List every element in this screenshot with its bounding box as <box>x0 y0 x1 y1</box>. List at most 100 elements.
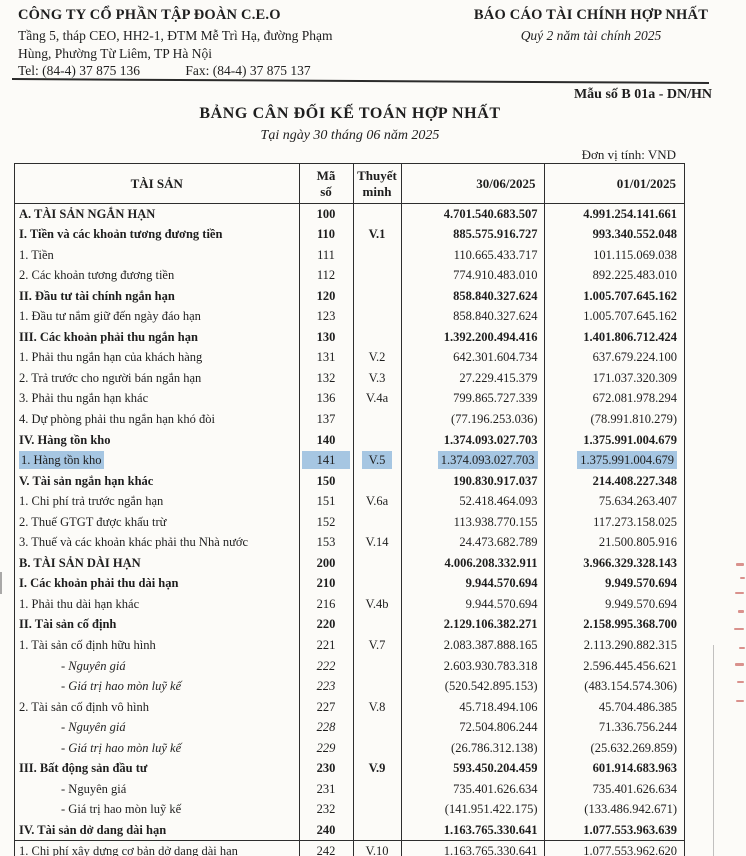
row-note <box>352 799 401 820</box>
row-value-prior: 1.005.707.645.162 <box>543 306 684 327</box>
row-value-current: 190.830.917.037 <box>400 470 544 492</box>
row-value-prior: 892.225.483.010 <box>543 265 684 286</box>
row-value-prior: 637.679.224.100 <box>543 347 684 368</box>
form-number: Mẫu số B 01a - DN/HN <box>573 87 712 102</box>
table-row: B. TÀI SẢN DÀI HẠN 200 4.006.208.332.911 3.… <box>15 552 684 574</box>
table-row: I. Các khoản phải thu dài hạn 210 9.944.57… <box>15 573 684 594</box>
row-code: 137 <box>298 408 353 430</box>
scan-red-mark <box>735 592 744 594</box>
row-value-current: 1.163.765.330.641 <box>400 819 544 841</box>
row-value-prior: (25.632.269.859) <box>543 737 684 759</box>
row-value-current: 1.374.093.027.703 <box>400 429 544 451</box>
row-value-prior: 9.949.570.694 <box>543 573 684 594</box>
row-value-prior: 45.704.486.385 <box>543 696 684 718</box>
row-value-current: 858.840.327.624 <box>400 285 544 307</box>
row-value-prior: 1.375.991.004.679 <box>543 450 684 471</box>
table-row: - Giá trị hao mòn luỹ kế 232 (141.951.422.… <box>15 799 684 820</box>
row-value-current: 593.450.204.459 <box>400 758 544 779</box>
table-row: 1. Đầu tư nắm giữ đến ngày đáo hạn 123 858… <box>15 306 684 327</box>
row-note: V.7 <box>352 634 401 656</box>
row-code: 229 <box>298 737 353 759</box>
row-value-current: 24.473.682.789 <box>400 532 544 553</box>
row-value-prior: 993.340.552.048 <box>543 224 684 245</box>
letterhead-divider <box>11 78 710 85</box>
row-value-current: (77.196.253.036) <box>400 408 544 430</box>
row-code: 221 <box>298 634 353 656</box>
table-row: 2. Tài sản cố định vô hình 227 V.8 45.718.4… <box>15 696 684 718</box>
table-row: 1. Phải thu dài hạn khác 216 V.4b 9.944.570… <box>15 593 684 615</box>
table-row: 1. Chi phí trả trước ngắn hạn 151 V.6a 52.4… <box>15 491 684 512</box>
table-row: IV. Hàng tồn kho 140 1.374.093.027.703 1.37… <box>15 429 684 451</box>
row-note <box>352 676 401 697</box>
row-label: V. Tài sản ngắn hạn khác <box>19 473 154 488</box>
row-label: I. Tiền và các khoản tương đương tiền <box>19 227 223 242</box>
row-value-current: (520.542.895.153) <box>400 676 544 697</box>
company-address-line2: Hùng, Phường Từ Liêm, TP Hà Nội <box>18 46 213 61</box>
company-address-line1: Tầng 5, tháp CEO, HH2-1, ĐTM Mễ Trì Hạ, … <box>18 28 333 43</box>
row-label: - Nguyên giá <box>61 658 126 673</box>
row-code: 136 <box>298 388 353 409</box>
table-row: III. Các khoản phải thu ngắn hạn 130 1.392… <box>15 326 684 348</box>
row-code: 150 <box>298 470 353 492</box>
row-value-current: 858.840.327.624 <box>400 306 544 327</box>
row-label: 2. Các khoản tương đương tiền <box>19 268 175 283</box>
row-note: V.3 <box>352 367 401 389</box>
row-label: - Nguyên giá <box>61 720 126 735</box>
table-row: I. Tiền và các khoản tương đương tiền 110… <box>15 224 684 245</box>
row-note <box>352 717 401 738</box>
company-fax: Fax: (84-4) 37 875 137 <box>185 63 311 78</box>
table-row: - Giá trị hao mòn luỹ kế 223 (520.542.895.… <box>15 676 684 697</box>
header-note: Thuyết minh <box>352 164 401 204</box>
company-tel: Tel: (84-4) 37 875 136 <box>18 63 141 78</box>
row-label: 2. Trả trước cho người bán ngắn hạn <box>19 370 202 385</box>
scan-red-mark <box>736 700 744 702</box>
table-row: 1. Chi phí xây dựng cơ bản dở dang dài h… <box>15 839 684 856</box>
scan-red-mark <box>738 610 744 613</box>
row-value-current: 799.865.727.339 <box>400 388 544 409</box>
table-body: A. TÀI SẢN NGẮN HẠN 100 4.701.540.683.507 4… <box>15 203 684 856</box>
row-code: 210 <box>298 573 353 594</box>
row-note: V.8 <box>352 696 401 718</box>
row-value-prior: 672.081.978.294 <box>543 388 684 409</box>
row-code: 111 <box>298 244 353 266</box>
row-label: 2. Tài sản cố định vô hình <box>19 699 149 714</box>
table-row: 1. Tiền 111 110.665.433.717 101.115.069.038 <box>15 244 684 266</box>
row-label: 1. Phải thu ngắn hạn của khách hàng <box>19 350 203 365</box>
row-code: 200 <box>298 552 353 574</box>
header-code: Mã số <box>298 164 353 204</box>
row-value-prior: 735.401.626.634 <box>543 778 684 800</box>
table-row: - Nguyên giá 228 72.504.806.244 71.336.756.… <box>15 717 684 738</box>
row-code: 120 <box>298 285 353 307</box>
balance-sheet-table: TÀI SẢN Mã số Thuyết minh 30/06/2025 01/… <box>14 163 685 856</box>
row-value-current: 110.665.433.717 <box>400 244 544 266</box>
row-value-prior: 1.375.991.004.679 <box>543 429 684 451</box>
row-value-current: 45.718.494.106 <box>400 696 544 718</box>
company-name: CÔNG TY CỔ PHẦN TẬP ĐOÀN C.E.O <box>18 7 281 23</box>
row-value-current: 2.603.930.783.318 <box>400 655 544 677</box>
row-label: 1. Tài sản cố định hữu hình <box>19 638 156 652</box>
row-note <box>352 408 401 430</box>
row-label: IV. Tài sản dở dang dài hạn <box>19 822 167 837</box>
scan-red-mark <box>737 681 744 683</box>
scan-smudge <box>0 572 2 594</box>
table-row: 1. Hàng tồn kho 141 V.5 1.374.093.027.703 1.… <box>15 450 684 471</box>
row-value-current: 774.910.483.010 <box>400 265 544 286</box>
row-code: 110 <box>298 224 353 245</box>
row-code: 130 <box>298 326 353 348</box>
row-code: 242 <box>298 839 353 856</box>
table-row: III. Bất động sản đầu tư 230 V.9 593.450.20… <box>15 758 684 779</box>
row-value-current: 9.944.570.694 <box>400 593 544 615</box>
row-note: V.4b <box>352 593 401 615</box>
row-value-prior: (133.486.942.671) <box>543 799 684 820</box>
table-row: - Nguyên giá 231 735.401.626.634 735.401.62… <box>15 778 684 800</box>
row-note <box>352 552 401 574</box>
row-value-prior: 1.077.553.963.639 <box>543 819 684 841</box>
row-label: 4. Dự phòng phải thu ngắn hạn khó đòi <box>19 411 215 426</box>
row-label: 1. Đầu tư nắm giữ đến ngày đáo hạn <box>19 309 201 324</box>
table-row: II. Tài sản cố định 220 2.129.106.382.271 2… <box>15 614 684 635</box>
row-value-current: 113.938.770.155 <box>400 511 544 533</box>
row-label: 1. Hàng tồn kho <box>19 451 104 470</box>
row-code: 151 <box>298 491 353 512</box>
row-note: V.1 <box>352 224 401 245</box>
